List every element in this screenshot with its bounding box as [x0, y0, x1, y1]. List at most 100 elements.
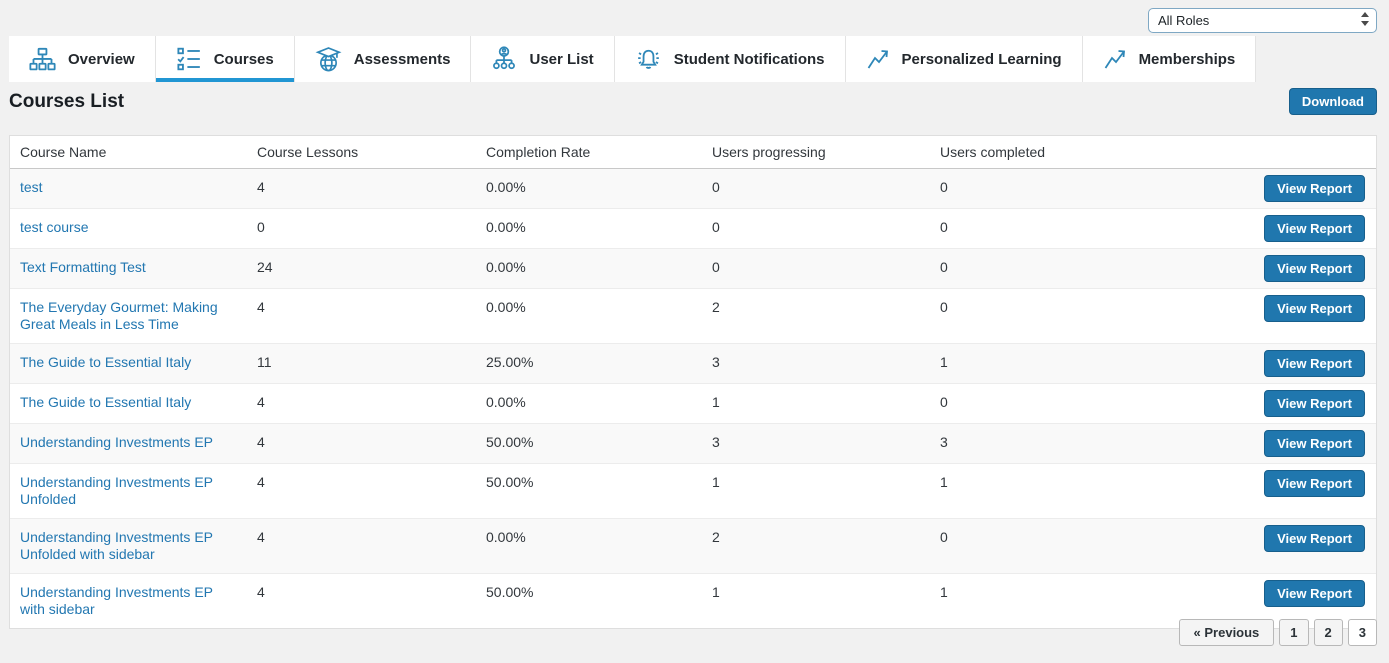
- table-row: Understanding Investments EP 4 50.00% 3 …: [10, 424, 1376, 464]
- table-row: The Everyday Gourmet: Making Great Meals…: [10, 289, 1376, 344]
- table-row: test course 0 0.00% 0 0 View Report: [10, 209, 1376, 249]
- tab-label: Assessments: [354, 51, 451, 68]
- table-header-row: Course Name Course Lessons Completion Ra…: [10, 136, 1376, 169]
- download-button[interactable]: Download: [1289, 88, 1377, 115]
- tab-student-notifications[interactable]: Student Notifications: [615, 36, 846, 82]
- course-name-link[interactable]: Text Formatting Test: [20, 259, 146, 275]
- table-row: Understanding Investments EP Unfolded wi…: [10, 519, 1376, 574]
- users-progressing-cell: 3: [702, 344, 930, 384]
- users-completed-cell: 1: [930, 464, 1160, 519]
- course-name-link[interactable]: Understanding Investments EP Unfolded wi…: [20, 529, 213, 562]
- users-progressing-cell: 2: [702, 289, 930, 344]
- view-report-button[interactable]: View Report: [1264, 390, 1365, 417]
- users-completed-cell: 0: [930, 249, 1160, 289]
- report-tabs: Overview Courses Assessments: [9, 36, 1256, 82]
- course-name-link[interactable]: Understanding Investments EP: [20, 434, 213, 450]
- users-completed-cell: 0: [930, 209, 1160, 249]
- view-report-button[interactable]: View Report: [1264, 470, 1365, 497]
- users-progressing-cell: 1: [702, 574, 930, 629]
- view-report-button[interactable]: View Report: [1264, 350, 1365, 377]
- col-header-actions: [1160, 136, 1376, 169]
- completion-rate-cell: 25.00%: [476, 344, 702, 384]
- trend-chart-icon: [1103, 47, 1127, 71]
- page-header: Courses List Download: [9, 88, 1377, 115]
- tab-personalized-learning[interactable]: Personalized Learning: [846, 36, 1083, 82]
- roles-select-value: All Roles: [1158, 13, 1209, 28]
- course-lessons-cell: 0: [247, 209, 476, 249]
- users-progressing-cell: 1: [702, 464, 930, 519]
- course-lessons-cell: 24: [247, 249, 476, 289]
- col-header-users-progressing: Users progressing: [702, 136, 930, 169]
- courses-table-container: Course Name Course Lessons Completion Ra…: [9, 135, 1377, 629]
- completion-rate-cell: 0.00%: [476, 519, 702, 574]
- completion-rate-cell: 50.00%: [476, 574, 702, 629]
- tab-label: Courses: [214, 51, 274, 68]
- course-name-link[interactable]: Understanding Investments EP with sideba…: [20, 584, 213, 617]
- users-progressing-cell: 0: [702, 249, 930, 289]
- course-lessons-cell: 11: [247, 344, 476, 384]
- bell-icon: [635, 46, 662, 73]
- users-progressing-cell: 0: [702, 209, 930, 249]
- view-report-button[interactable]: View Report: [1264, 215, 1365, 242]
- tab-memberships[interactable]: Memberships: [1083, 36, 1257, 82]
- user-hierarchy-icon: [491, 46, 517, 72]
- users-completed-cell: 3: [930, 424, 1160, 464]
- users-progressing-cell: 1: [702, 384, 930, 424]
- course-lessons-cell: 4: [247, 519, 476, 574]
- tab-label: Overview: [68, 51, 135, 68]
- course-lessons-cell: 4: [247, 169, 476, 209]
- roles-select[interactable]: All Roles: [1148, 8, 1377, 33]
- tab-label: Personalized Learning: [902, 51, 1062, 68]
- tab-user-list[interactable]: User List: [471, 36, 614, 82]
- table-row: Understanding Investments EP with sideba…: [10, 574, 1376, 629]
- page-title: Courses List: [9, 91, 124, 113]
- course-name-link[interactable]: The Guide to Essential Italy: [20, 394, 191, 410]
- course-name-link[interactable]: The Everyday Gourmet: Making Great Meals…: [20, 299, 218, 332]
- users-completed-cell: 0: [930, 384, 1160, 424]
- col-header-course-name: Course Name: [10, 136, 247, 169]
- view-report-button[interactable]: View Report: [1264, 430, 1365, 457]
- users-progressing-cell: 2: [702, 519, 930, 574]
- completion-rate-cell: 50.00%: [476, 464, 702, 519]
- col-header-course-lessons: Course Lessons: [247, 136, 476, 169]
- users-completed-cell: 1: [930, 344, 1160, 384]
- roles-filter-bar: All Roles: [1148, 8, 1377, 33]
- page-button-2[interactable]: 2: [1314, 619, 1343, 646]
- page-button-3[interactable]: 3: [1348, 619, 1377, 646]
- trend-chart-icon: [866, 47, 890, 71]
- previous-page-button[interactable]: « Previous: [1179, 619, 1275, 646]
- course-lessons-cell: 4: [247, 424, 476, 464]
- tab-label: Student Notifications: [674, 51, 825, 68]
- course-name-link[interactable]: test course: [20, 219, 88, 235]
- sitemap-icon: [29, 46, 56, 73]
- course-name-link[interactable]: test: [20, 179, 43, 195]
- pagination: « Previous 1 2 3: [1174, 619, 1377, 646]
- tab-label: Memberships: [1139, 51, 1236, 68]
- users-progressing-cell: 3: [702, 424, 930, 464]
- view-report-button[interactable]: View Report: [1264, 295, 1365, 322]
- users-progressing-cell: 0: [702, 169, 930, 209]
- course-lessons-cell: 4: [247, 464, 476, 519]
- tab-overview[interactable]: Overview: [9, 36, 156, 82]
- completion-rate-cell: 0.00%: [476, 209, 702, 249]
- completion-rate-cell: 0.00%: [476, 249, 702, 289]
- course-name-link[interactable]: The Guide to Essential Italy: [20, 354, 191, 370]
- table-row: The Guide to Essential Italy 4 0.00% 1 0…: [10, 384, 1376, 424]
- tab-assessments[interactable]: Assessments: [295, 36, 472, 82]
- course-lessons-cell: 4: [247, 384, 476, 424]
- completion-rate-cell: 0.00%: [476, 169, 702, 209]
- col-header-completion-rate: Completion Rate: [476, 136, 702, 169]
- view-report-button[interactable]: View Report: [1264, 580, 1365, 607]
- page-button-1[interactable]: 1: [1279, 619, 1308, 646]
- view-report-button[interactable]: View Report: [1264, 175, 1365, 202]
- checklist-icon: [176, 46, 202, 72]
- table-row: The Guide to Essential Italy 11 25.00% 3…: [10, 344, 1376, 384]
- tab-courses[interactable]: Courses: [156, 36, 295, 82]
- users-completed-cell: 0: [930, 519, 1160, 574]
- course-name-link[interactable]: Understanding Investments EP Unfolded: [20, 474, 213, 507]
- view-report-button[interactable]: View Report: [1264, 255, 1365, 282]
- view-report-button[interactable]: View Report: [1264, 525, 1365, 552]
- completion-rate-cell: 0.00%: [476, 289, 702, 344]
- course-lessons-cell: 4: [247, 574, 476, 629]
- users-completed-cell: 0: [930, 169, 1160, 209]
